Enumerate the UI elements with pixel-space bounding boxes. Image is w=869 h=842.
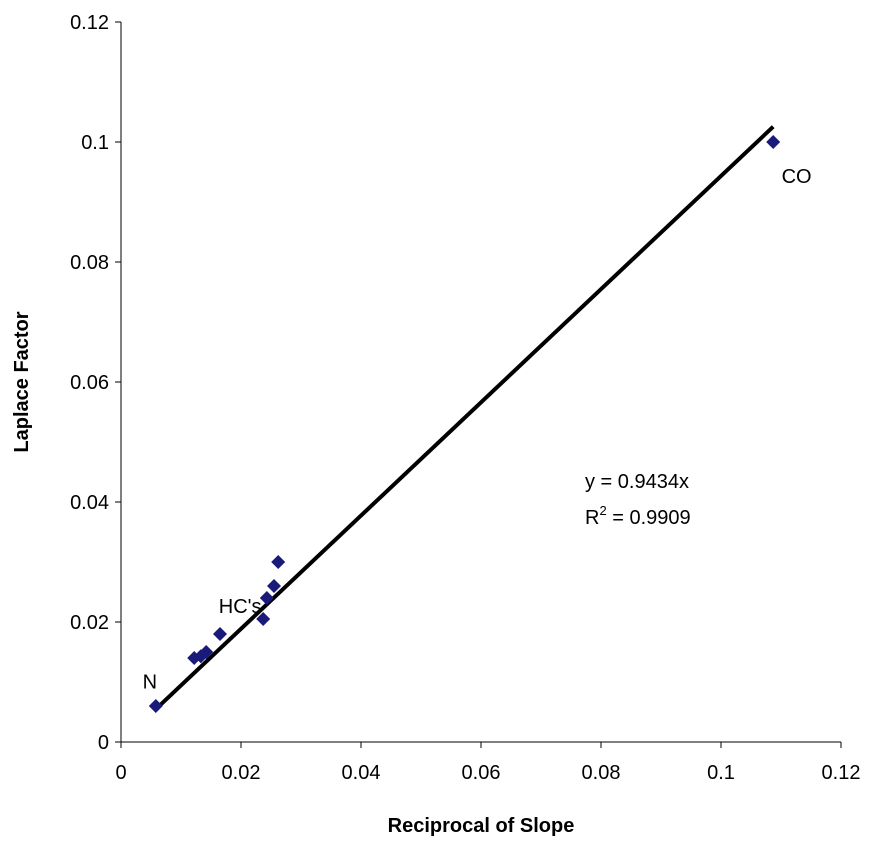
r2-prefix: R — [585, 507, 599, 529]
x-tick-label: 0.06 — [462, 762, 501, 784]
point-label: N — [143, 672, 157, 694]
data-point — [213, 627, 227, 641]
data-point — [271, 555, 286, 569]
x-tick-label: 0.04 — [342, 762, 381, 784]
trendline-equation: y = 0.9434x — [585, 471, 689, 493]
data-point — [766, 135, 781, 149]
point-label: HC's — [219, 596, 262, 618]
data-point — [148, 699, 163, 713]
y-axis-title: Laplace Factor — [11, 311, 33, 452]
x-axis-ticks: 0 0.02 0.04 0.06 0.08 0.1 0.12 — [115, 742, 860, 784]
data-points — [148, 135, 781, 713]
data-point — [256, 612, 271, 626]
x-tick-label: 0.1 — [707, 762, 735, 784]
axes — [120, 22, 841, 743]
data-point — [259, 591, 274, 605]
trendline — [154, 125, 775, 711]
y-tick-label: 0.08 — [70, 252, 109, 274]
y-tick-label: 0.04 — [70, 492, 109, 514]
data-point — [199, 645, 214, 659]
y-tick-label: 0.02 — [70, 612, 109, 634]
point-label: CO — [782, 166, 812, 188]
y-tick-label: 0.12 — [70, 12, 109, 34]
x-axis-title: Reciprocal of Slope — [388, 815, 575, 837]
point-annotations: CO HC's N — [143, 166, 812, 694]
data-point — [267, 579, 281, 593]
x-tick-label: 0.12 — [822, 762, 861, 784]
x-tick-label: 0.08 — [582, 762, 621, 784]
trendline-group — [154, 125, 775, 711]
x-tick-label: 0.02 — [222, 762, 261, 784]
r2-superscript: 2 — [599, 503, 606, 518]
y-axis-ticks: 0 0.02 0.04 0.06 0.08 0.1 0.12 — [70, 12, 121, 754]
y-tick-label: 0.06 — [70, 372, 109, 394]
x-tick-label: 0 — [115, 762, 126, 784]
y-tick-label: 0 — [98, 732, 109, 754]
trendline-r-squared: R2 = 0.9909 — [585, 503, 691, 529]
y-tick-label: 0.1 — [81, 132, 109, 154]
r2-value: = 0.9909 — [607, 507, 691, 529]
